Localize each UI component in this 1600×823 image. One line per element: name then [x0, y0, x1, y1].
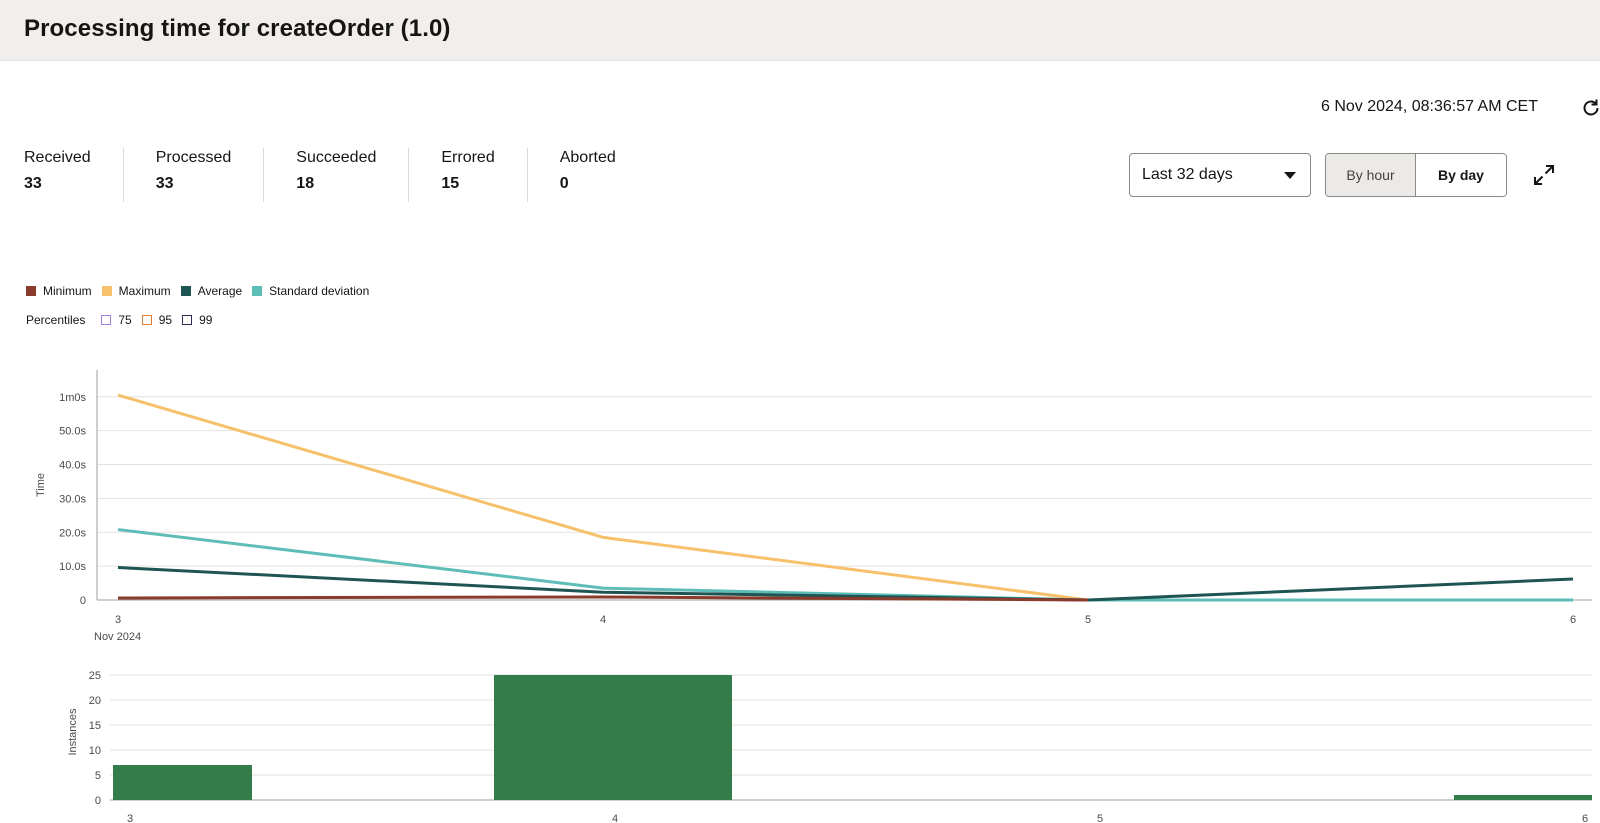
y-axis-title: Instances	[67, 708, 79, 756]
refresh-icon[interactable]	[1580, 97, 1600, 119]
metric-processed: Processed 33	[156, 148, 265, 202]
y-tick-label: 1m0s	[59, 392, 86, 404]
by-day-button[interactable]: By day	[1416, 154, 1506, 196]
y-tick-label: 5	[95, 770, 101, 782]
metric-label: Processed	[155, 149, 232, 166]
series-line-maximum	[117, 393, 1089, 602]
legend-item-minimum[interactable]: Minimum	[26, 284, 92, 298]
bar-day-3	[113, 765, 252, 800]
granularity-toggle: By hour By day	[1325, 153, 1507, 197]
legend-label: 99	[199, 313, 213, 327]
percentiles-heading: Percentiles	[26, 313, 86, 327]
bar-day-4	[494, 675, 732, 800]
last-updated-timestamp: 6 Nov 2024, 08:36:57 AM CET	[1320, 98, 1538, 115]
legend-label: 75	[118, 313, 132, 327]
y-tick-label: 50.0s	[59, 426, 86, 438]
metrics-bar: Received 33 Processed 33 Succeeded 18 Er…	[24, 148, 680, 202]
metric-label: Errored	[441, 149, 495, 166]
legend-label: Standard deviation	[269, 284, 370, 298]
metric-succeeded: Succeeded 18	[296, 148, 410, 202]
y-tick-label: 15	[89, 720, 101, 732]
bar-day-6	[1454, 795, 1592, 800]
by-hour-button[interactable]: By hour	[1326, 154, 1416, 196]
legend-series-row: Minimum Maximum Average Standard deviati…	[26, 283, 379, 299]
series-line-standard-deviation	[117, 528, 1573, 602]
processing-time-line-chart: 0 10.0s 20.0s 30.0s 40.0s 50.0s 1m0s Time 3 4 5 6 No…	[35, 370, 1592, 640]
metric-value: 15	[441, 175, 460, 192]
legend-label: Maximum	[118, 284, 171, 298]
legend-item-p99[interactable]: 99	[182, 313, 212, 327]
x-tick-label: 3	[115, 614, 121, 626]
x-tick-label: 6	[1582, 813, 1588, 823]
metric-label: Received	[24, 149, 91, 166]
x-tick-label: 5	[1085, 614, 1091, 626]
time-range-value: Last 32 days	[1142, 166, 1233, 183]
legend-label: Minimum	[43, 284, 92, 298]
y-tick-label: 20.0s	[59, 527, 86, 539]
legend-swatch	[180, 286, 191, 296]
expand-icon[interactable]	[1532, 163, 1556, 187]
legend-item-p95[interactable]: 95	[141, 313, 173, 327]
legend-swatch	[182, 315, 193, 325]
metric-received: Received 33	[24, 148, 124, 202]
metric-aborted: Aborted 0	[560, 148, 648, 202]
x-tick-label: 5	[1097, 813, 1103, 823]
legend-label: 95	[158, 313, 173, 327]
metric-value: 18	[296, 175, 315, 192]
y-tick-label: 20	[89, 695, 101, 707]
legend-item-average[interactable]: Average	[180, 284, 243, 298]
y-tick-label: 0	[80, 595, 86, 607]
chevron-down-icon	[1284, 172, 1296, 179]
legend-item-p75[interactable]: 75	[101, 313, 132, 327]
y-tick-label: 10.0s	[59, 561, 86, 573]
y-tick-label: 0	[95, 795, 101, 807]
legend-swatch	[101, 315, 112, 325]
x-tick-label: 4	[612, 813, 618, 823]
page-header: Processing time for createOrder (1.0)	[0, 0, 1600, 61]
x-tick-label: 6	[1570, 614, 1576, 626]
time-range-select[interactable]: Last 32 days	[1129, 153, 1311, 197]
chart-legend: Minimum Maximum Average Standard deviati…	[26, 283, 379, 328]
x-tick-label: 4	[600, 614, 606, 626]
series-line-average	[117, 565, 1574, 602]
metric-label: Aborted	[559, 149, 616, 166]
legend-swatch	[141, 315, 152, 325]
y-tick-label: 25	[89, 670, 101, 682]
legend-swatch	[101, 286, 112, 296]
legend-swatch	[26, 286, 36, 296]
instances-bar-chart: 0 5 10 15 20 25 Instances 3 4 5 6	[67, 670, 1592, 823]
legend-item-standard-deviation[interactable]: Standard deviation	[252, 284, 369, 298]
legend-percentiles-row: Percentiles 75 95 99	[26, 312, 379, 328]
metric-value: 33	[24, 175, 42, 192]
legend-swatch	[252, 286, 263, 296]
metric-value: 33	[155, 175, 174, 192]
page-title: Processing time for createOrder (1.0)	[24, 15, 451, 42]
y-axis-title: Time	[35, 473, 47, 497]
legend-label: Average	[197, 284, 243, 298]
metric-label: Succeeded	[296, 149, 377, 166]
y-tick-label: 40.0s	[59, 460, 86, 472]
metric-errored: Errored 15	[441, 148, 528, 202]
y-tick-label: 10	[89, 745, 101, 757]
legend-item-maximum[interactable]: Maximum	[101, 284, 171, 298]
y-tick-label: 30.0s	[59, 493, 86, 505]
x-tick-label: 3	[127, 813, 133, 823]
x-axis-sublabel: Nov 2024	[94, 631, 141, 640]
metric-value: 0	[559, 175, 569, 192]
